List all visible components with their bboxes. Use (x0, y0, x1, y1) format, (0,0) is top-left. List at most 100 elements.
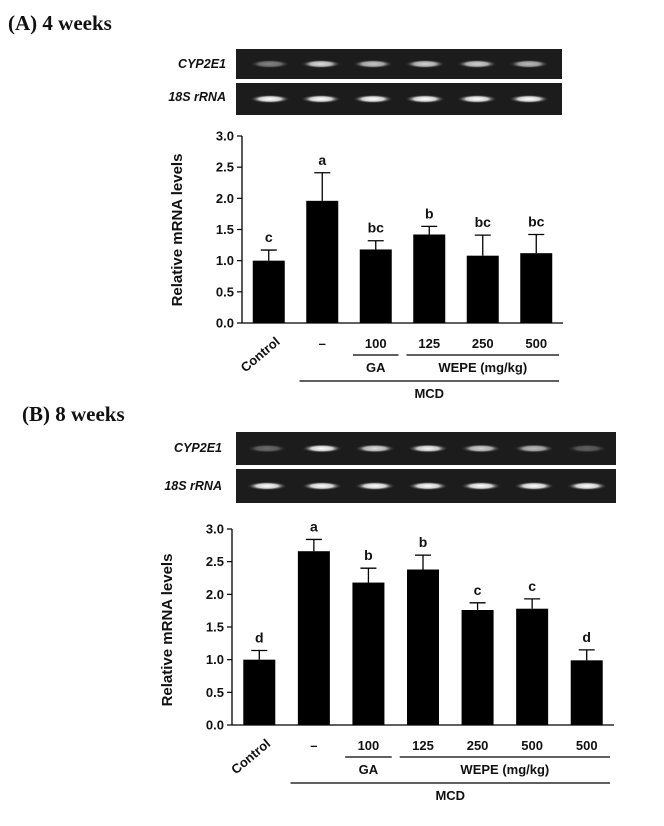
x-tick-label: 250 (467, 738, 489, 753)
group-label: GA (366, 360, 386, 375)
significance-label: b (425, 205, 434, 221)
bar (297, 551, 330, 725)
panel-a-gel-band (353, 59, 393, 69)
y-tick-label: 0.0 (216, 316, 234, 331)
x-tick-label: 100 (358, 738, 380, 753)
y-tick-label: 3.0 (216, 129, 234, 144)
panel-a-gel-band (301, 94, 341, 104)
bar (352, 582, 385, 725)
y-tick-label: 2.5 (206, 554, 224, 569)
significance-label: bc (475, 214, 492, 230)
significance-label: d (255, 630, 264, 646)
x-tick-label: 500 (525, 336, 547, 351)
panel-a-gel-band (353, 94, 393, 104)
panel-a-gel-strip (236, 49, 562, 79)
significance-label: bc (368, 220, 385, 236)
panel-a-gel-band (509, 59, 549, 69)
x-tick-label: – (319, 336, 326, 351)
significance-label: c (265, 229, 273, 245)
y-tick-label: 3.0 (206, 522, 224, 537)
panel-b-gel-band (302, 481, 342, 491)
panel-b-gel-image (236, 432, 616, 503)
panel-a-gel-band (509, 94, 549, 104)
panel-b-title: (B) 8 weeks (22, 402, 125, 426)
panel-b-gel-band (408, 444, 448, 453)
significance-label: c (474, 582, 482, 598)
bar (570, 660, 603, 725)
panel-a-gel-band (405, 94, 445, 104)
bar (359, 249, 392, 323)
x-tick-label: 250 (472, 336, 494, 351)
panel-a-title: (A) 4 weeks (8, 11, 112, 35)
y-tick-label: 0.0 (206, 718, 224, 733)
bar (306, 200, 339, 323)
panel-b: (B) 8 weeks CYP2E1 18S rRNA Relative mRN… (22, 402, 616, 803)
panel-b-gel-label-cyp2e1: CYP2E1 (174, 441, 222, 455)
panel-a: (A) 4 weeks CYP2E1 18S rRNA Relative mRN… (8, 11, 563, 401)
panel-b-gel-band (302, 444, 342, 453)
y-tick-label: 1.0 (206, 652, 224, 667)
significance-label: a (310, 518, 318, 534)
y-tick-label: 2.0 (206, 587, 224, 602)
x-tick-label: 125 (418, 336, 440, 351)
panel-a-gel-band (457, 59, 497, 69)
x-tick-label: 125 (412, 738, 434, 753)
panel-b-gel-band (567, 444, 607, 453)
bar (520, 253, 553, 323)
bar (461, 610, 494, 725)
group-label: GA (359, 762, 379, 777)
panel-b-gel-band (355, 444, 395, 453)
panel-a-gel-image (236, 49, 562, 115)
x-tick-label: 100 (365, 336, 387, 351)
panel-a-gel-band (250, 59, 290, 69)
panel-b-gel-band (408, 481, 448, 491)
group-label: WEPE (mg/kg) (438, 360, 527, 375)
significance-label: c (528, 578, 536, 594)
x-tick-label: Control (228, 736, 273, 777)
bar (413, 234, 446, 323)
significance-label: b (419, 534, 428, 550)
significance-label: a (318, 152, 326, 168)
panel-b-gel-band (461, 481, 501, 491)
panel-a-gel-band (405, 59, 445, 69)
panel-b-gel-label-18s: 18S rRNA (164, 479, 222, 493)
panel-a-gel-label-18s: 18S rRNA (168, 90, 226, 104)
y-tick-label: 0.5 (216, 284, 234, 299)
panel-a-gel-band (250, 94, 290, 104)
group-label: MCD (414, 386, 444, 401)
x-tick-label: – (310, 738, 317, 753)
panel-b-gel-band (567, 481, 607, 491)
y-tick-label: 0.5 (206, 685, 224, 700)
y-tick-label: 1.0 (216, 253, 234, 268)
significance-label: d (582, 629, 591, 645)
bar (466, 255, 499, 323)
bar (407, 569, 439, 725)
x-tick-label: Control (238, 334, 283, 375)
bar (252, 260, 285, 323)
x-tick-label: 500 (576, 738, 598, 753)
panel-b-bar-chart: 0.0 0.5 1.0 1.5 2.0 2.5 3.0 d Control a – b 100 b 125 c… (206, 518, 614, 803)
y-tick-label: 2.0 (216, 191, 234, 206)
panel-a-bar-chart: 0.0 0.5 1.0 1.5 2.0 2.5 3.0 c Control a – bc 100 b 125… (216, 129, 563, 401)
y-tick-label: 2.5 (216, 160, 234, 175)
panel-b-gel-band (247, 481, 287, 491)
significance-label: bc (528, 213, 545, 229)
panel-a-gel-label-cyp2e1: CYP2E1 (178, 57, 226, 71)
group-label: MCD (435, 788, 465, 803)
panel-b-gel-band (247, 444, 287, 453)
panel-b-gel-band (355, 481, 395, 491)
panel-b-gel-band (461, 444, 501, 453)
bar (243, 659, 276, 725)
panel-a-gel-band (301, 59, 341, 69)
panel-a-y-axis-label: Relative mRNA levels (169, 154, 186, 307)
bar (516, 608, 549, 725)
group-label: WEPE (mg/kg) (460, 762, 549, 777)
panel-b-gel-band (514, 444, 554, 453)
x-tick-label: 500 (521, 738, 543, 753)
significance-label: b (364, 547, 373, 563)
y-tick-label: 1.5 (216, 222, 234, 237)
panel-a-gel-band (457, 94, 497, 104)
panel-b-gel-band (514, 481, 554, 491)
panel-b-y-axis-label: Relative mRNA levels (159, 554, 176, 707)
